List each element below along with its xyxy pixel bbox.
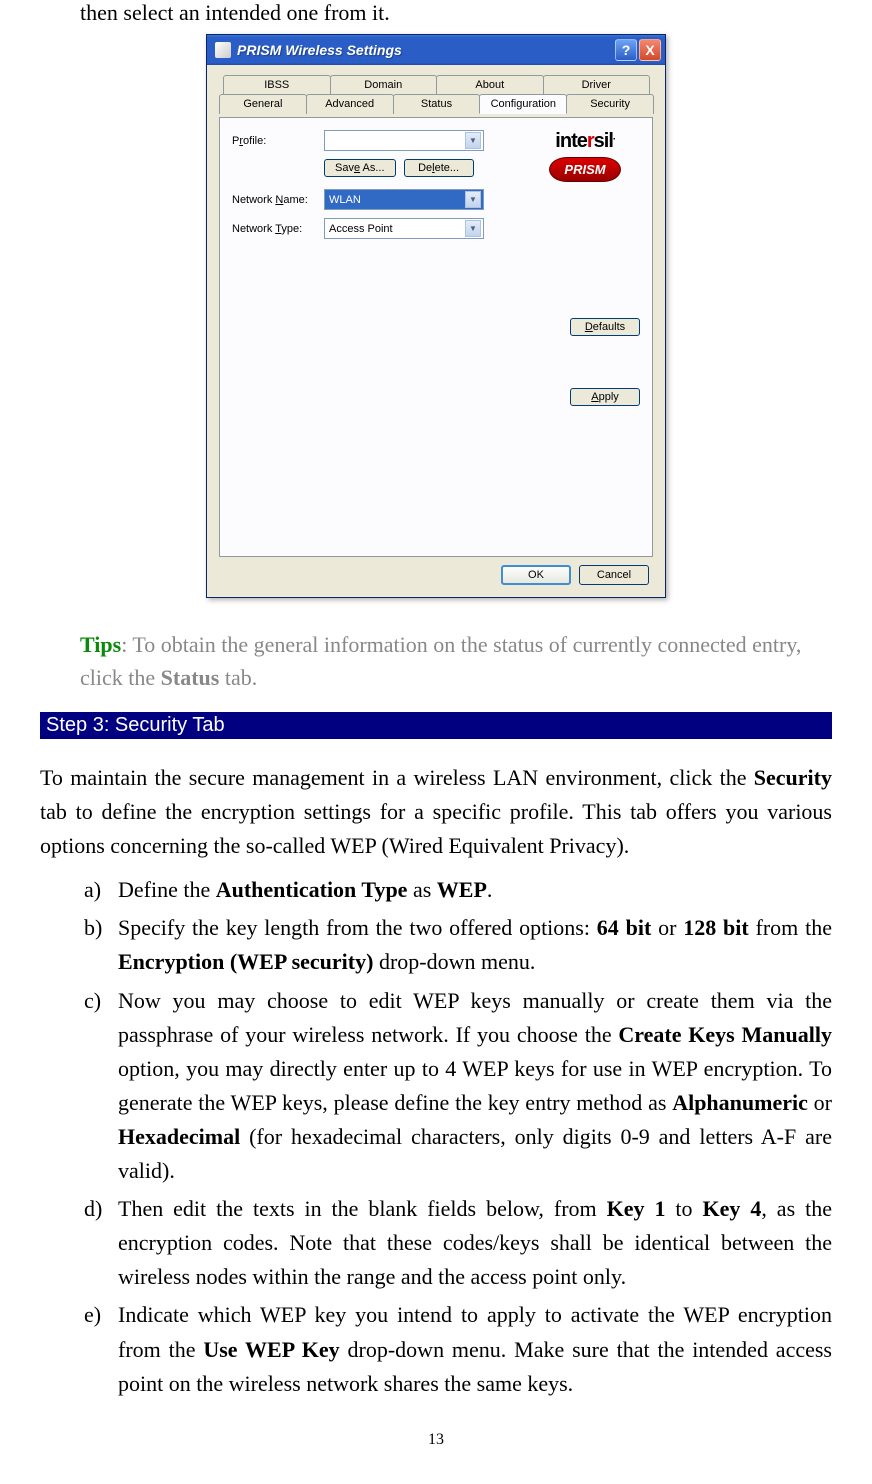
list-item: a) Define the Authentication Type as WEP…: [84, 873, 832, 907]
close-button[interactable]: X: [639, 39, 661, 61]
item-marker: d): [84, 1192, 102, 1226]
tab-status[interactable]: Status: [393, 94, 481, 114]
tab-content: intersil. PRISM Profile: ▼: [219, 117, 653, 557]
defaults-button[interactable]: Defaults: [570, 318, 640, 336]
tips-text-b: tab.: [219, 665, 257, 690]
chevron-down-icon: ▼: [465, 132, 481, 149]
network-type-value: Access Point: [329, 223, 465, 235]
network-type-combo[interactable]: Access Point ▼: [324, 218, 484, 239]
tips-paragraph: Tips: To obtain the general information …: [80, 628, 832, 694]
page-number: 13: [40, 1431, 832, 1449]
item-marker: a): [84, 873, 101, 907]
chevron-down-icon: ▼: [465, 191, 481, 208]
delete-button[interactable]: Delete...: [404, 159, 474, 177]
app-icon: [215, 42, 231, 58]
profile-label: Profile:: [232, 135, 324, 147]
prism-dialog: PRISM Wireless Settings ? X IBSS Domain …: [206, 34, 666, 598]
network-type-label: Network Type:: [232, 223, 324, 235]
profile-combo[interactable]: ▼: [324, 130, 484, 151]
list-item: b) Specify the key length from the two o…: [84, 911, 832, 979]
logo-dot: .: [613, 131, 615, 142]
prism-logo-text: PRISM: [549, 157, 620, 182]
list-item: c) Now you may choose to edit WEP keys m…: [84, 984, 832, 1189]
body-paragraph: To maintain the secure management in a w…: [40, 761, 832, 863]
ok-button[interactable]: OK: [501, 565, 571, 585]
apply-button[interactable]: Apply: [570, 388, 640, 406]
tab-ibss[interactable]: IBSS: [223, 75, 331, 94]
body-text-a: To maintain the secure management in a w…: [40, 765, 754, 790]
intro-line: then select an intended one from it.: [80, 0, 832, 26]
chevron-down-icon: ▼: [465, 220, 481, 237]
prism-logo: PRISM: [530, 157, 640, 182]
network-name-combo[interactable]: WLAN ▼: [324, 189, 484, 210]
tab-driver[interactable]: Driver: [543, 75, 651, 94]
item-marker: c): [84, 984, 101, 1018]
tips-label: Tips: [80, 632, 121, 657]
intersil-logo: intersil.: [530, 130, 640, 153]
tab-strip: IBSS Domain About Driver General Advance…: [219, 75, 653, 114]
cancel-button[interactable]: Cancel: [579, 565, 649, 585]
network-name-value: WLAN: [329, 194, 465, 206]
logo-text-c: sil: [594, 130, 613, 152]
instruction-list: a) Define the Authentication Type as WEP…: [40, 873, 832, 1400]
tips-bold: Status: [161, 665, 220, 690]
tab-advanced[interactable]: Advanced: [306, 94, 394, 114]
tab-domain[interactable]: Domain: [330, 75, 438, 94]
logo-region: intersil. PRISM: [530, 130, 640, 182]
step-header: Step 3: Security Tab: [40, 712, 832, 739]
body-text-c: tab to define the encryption settings fo…: [40, 799, 832, 858]
help-button[interactable]: ?: [615, 39, 637, 61]
logo-text-b: r: [587, 130, 594, 152]
tab-security[interactable]: Security: [566, 94, 654, 114]
dialog-wrapper: PRISM Wireless Settings ? X IBSS Domain …: [40, 34, 832, 598]
list-item: d) Then edit the texts in the blank fiel…: [84, 1192, 832, 1294]
item-marker: b): [84, 911, 102, 945]
list-item: e) Indicate which WEP key you intend to …: [84, 1298, 832, 1400]
body-bold-1: Security: [754, 765, 832, 790]
window-title: PRISM Wireless Settings: [237, 42, 615, 58]
titlebar: PRISM Wireless Settings ? X: [207, 35, 665, 65]
tab-about[interactable]: About: [436, 75, 544, 94]
save-as-button[interactable]: Save As...: [324, 159, 396, 177]
logo-text-a: inte: [555, 130, 587, 152]
network-name-label: Network Name:: [232, 194, 324, 206]
tab-general[interactable]: General: [219, 94, 307, 114]
item-marker: e): [84, 1298, 101, 1332]
tab-configuration[interactable]: Configuration: [479, 94, 567, 114]
